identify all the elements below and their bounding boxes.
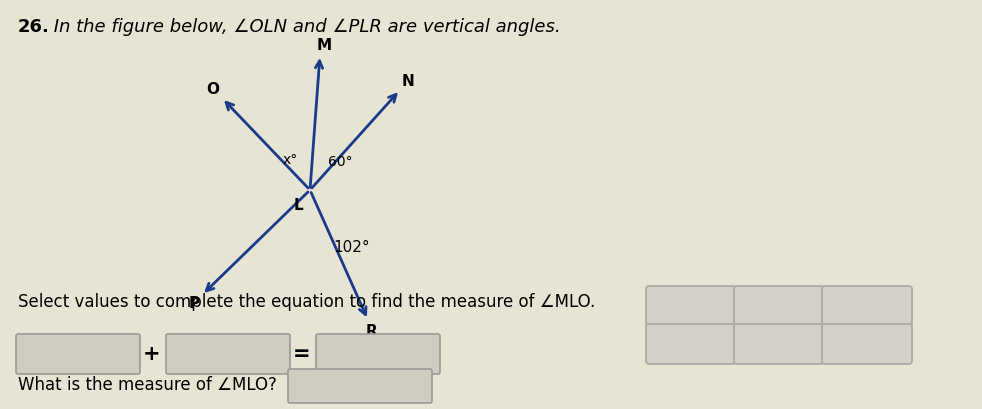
FancyBboxPatch shape (288, 369, 432, 403)
FancyBboxPatch shape (646, 324, 736, 364)
Text: L: L (294, 198, 302, 213)
Text: What is the measure of ∠MLO?: What is the measure of ∠MLO? (18, 376, 277, 394)
FancyBboxPatch shape (316, 334, 440, 374)
Text: M: M (316, 38, 332, 54)
FancyBboxPatch shape (734, 286, 824, 326)
Text: 180°: 180° (846, 336, 890, 354)
Text: 30°: 30° (764, 298, 795, 316)
Text: =: = (294, 344, 311, 364)
Text: 102°: 102° (758, 336, 801, 354)
Text: x°: x° (682, 298, 701, 316)
Text: +: + (143, 344, 161, 364)
Text: N: N (402, 74, 414, 90)
Text: Select values to complete the equation to find the measure of ∠MLO.: Select values to complete the equation t… (18, 293, 595, 311)
Text: x°: x° (283, 153, 298, 167)
FancyBboxPatch shape (734, 324, 824, 364)
FancyBboxPatch shape (822, 324, 912, 364)
FancyBboxPatch shape (16, 334, 140, 374)
Text: O: O (206, 83, 220, 97)
Text: In the figure below, ∠OLN and ∠PLR are vertical angles.: In the figure below, ∠OLN and ∠PLR are v… (48, 18, 561, 36)
FancyBboxPatch shape (822, 286, 912, 326)
Text: R: R (366, 324, 378, 339)
Text: 90°: 90° (677, 336, 708, 354)
Text: P: P (189, 295, 199, 310)
Text: 60°: 60° (328, 155, 353, 169)
FancyBboxPatch shape (166, 334, 290, 374)
Text: 26.: 26. (18, 18, 50, 36)
FancyBboxPatch shape (646, 286, 736, 326)
Text: 60°: 60° (852, 298, 884, 316)
Text: 102°: 102° (334, 240, 370, 256)
